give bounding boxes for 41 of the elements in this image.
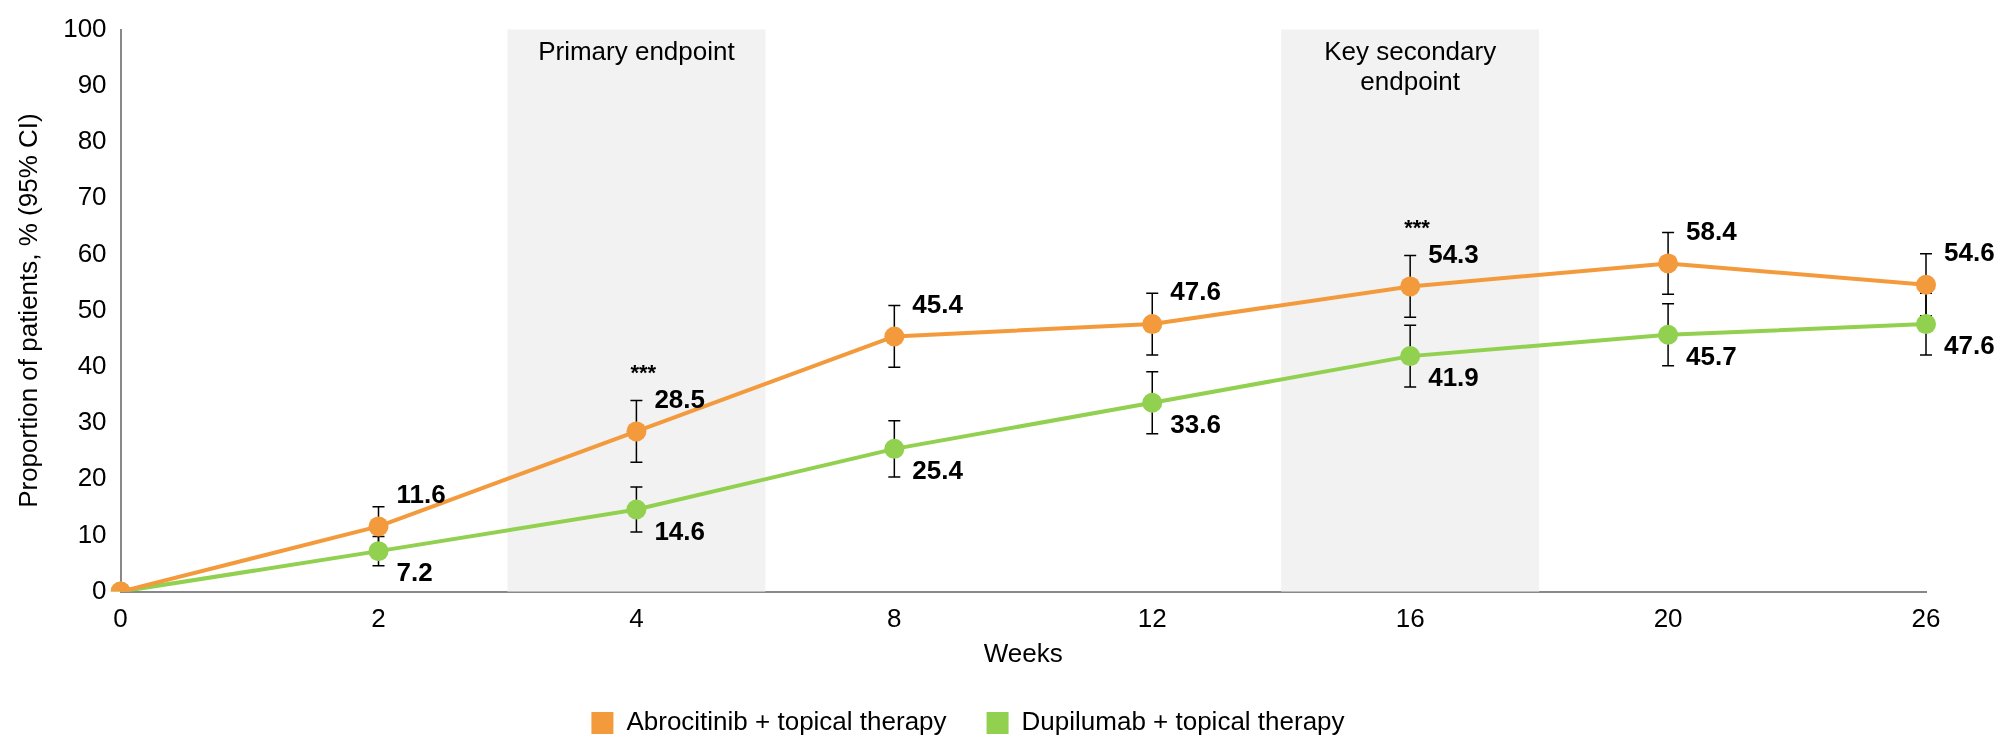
x-axis-title: Weeks (983, 637, 1063, 668)
x-tick-label: 8 (887, 603, 902, 634)
data-label: 33.6 (1170, 408, 1221, 439)
band-label: Primary endpoint (538, 35, 736, 66)
data-label: 47.6 (1944, 330, 1995, 361)
band-label: Key secondary endpoint (1324, 35, 1497, 96)
y-tick-label: 40 (77, 349, 107, 380)
data-label: 54.3 (1428, 238, 1479, 269)
y-tick-label: 100 (63, 12, 107, 43)
data-label: 45.4 (912, 288, 964, 319)
y-tick-label: 70 (77, 181, 107, 212)
data-label: 11.6 (396, 478, 446, 509)
x-tick-label: 0 (113, 603, 128, 634)
y-tick-label: 30 (77, 406, 107, 437)
annotation: *** (1404, 215, 1431, 241)
data-label: 41.9 (1428, 362, 1479, 393)
y-tick-label: 50 (77, 293, 107, 324)
x-tick-label: 2 (371, 603, 386, 634)
legend-label: Abrocitinib + topical therapy (626, 706, 947, 737)
data-label: 14.6 (654, 515, 706, 546)
data-label: 47.6 (1170, 276, 1221, 307)
data-label: 58.4 (1686, 215, 1738, 246)
x-tick-label: 26 (1911, 603, 1941, 634)
y-tick-label: 80 (77, 125, 107, 156)
x-tick-label: 4 (629, 603, 644, 634)
y-axis-title: Proportion of patients, % (95% CI) (12, 113, 43, 508)
annotation: *** (630, 360, 657, 386)
y-tick-label: 90 (77, 68, 107, 99)
data-label: 54.6 (1944, 236, 1995, 267)
y-tick-label: 60 (77, 237, 107, 268)
y-tick-label: 10 (77, 518, 107, 549)
x-tick-label: 20 (1653, 603, 1683, 634)
legend-label: Dupilumab + topical therapy (1021, 706, 1345, 737)
y-tick-label: 0 (92, 574, 107, 605)
data-label: 7.2 (396, 557, 433, 588)
data-label: 45.7 (1686, 340, 1737, 371)
y-tick-label: 20 (77, 462, 107, 493)
data-label: 28.5 (654, 383, 706, 414)
x-tick-label: 12 (1137, 603, 1167, 634)
x-tick-label: 16 (1395, 603, 1425, 634)
data-label: 25.4 (912, 455, 964, 486)
